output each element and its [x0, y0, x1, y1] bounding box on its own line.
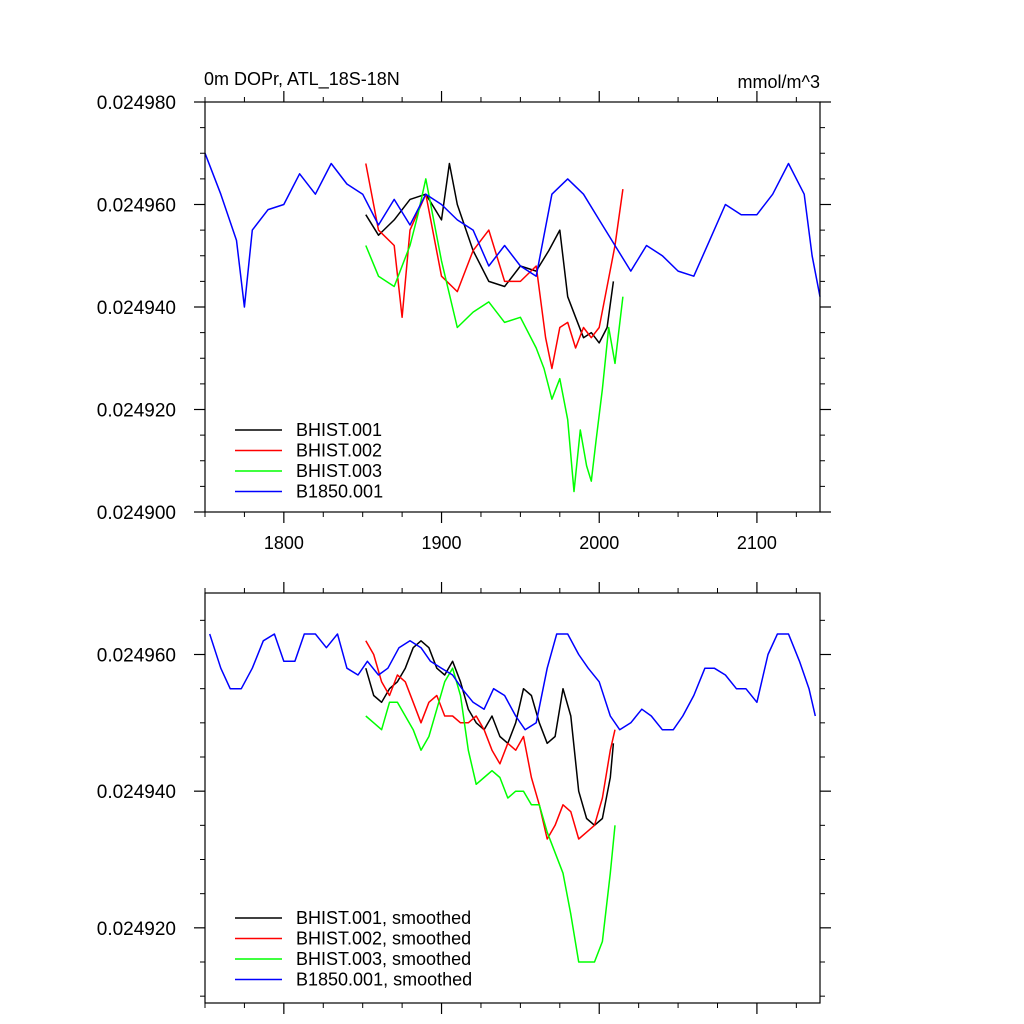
x-tick-label: 2100 — [737, 533, 777, 553]
y-tick-label: 0.024920 — [97, 401, 176, 422]
bottom-panel: 0.024920 0.024940 0.024960 BHIST.001, smoo… — [97, 582, 831, 1014]
y-tick-label: 0.024920 — [97, 919, 176, 940]
legend-label: BHIST.003, smoothed — [296, 949, 471, 969]
plot-frame — [204, 101, 821, 513]
series-line — [365, 640, 616, 840]
series-line — [208, 633, 817, 731]
top-panel: 0m DOPr, ATL_18S-18N mmol/m^3 1800 1900 20… — [97, 69, 831, 553]
series-line — [365, 640, 615, 827]
series-layer — [208, 633, 817, 963]
units-label: mmol/m^3 — [738, 72, 820, 92]
y-tick-label: 0.024960 — [97, 646, 176, 667]
legend-label: BHIST.001 — [296, 420, 382, 440]
plot-frame — [204, 592, 821, 1004]
legend-label: BHIST.001, smoothed — [296, 908, 471, 928]
series-line — [204, 152, 821, 308]
y-tick-label: 0.024980 — [97, 93, 176, 114]
x-tick-label: 2000 — [579, 533, 619, 553]
series-layer — [204, 152, 821, 493]
axis-layer: 1800 1900 2000 2100 0.024900 0.024920 0.024940… — [97, 91, 831, 553]
legend-label: B1850.001, smoothed — [296, 970, 472, 990]
series-line — [365, 162, 615, 344]
series-line — [365, 667, 616, 963]
legend-label: BHIST.002 — [296, 441, 382, 461]
y-tick-label: 0.024900 — [97, 503, 176, 524]
x-tick-label: 1900 — [422, 533, 462, 553]
x-tick-label: 1800 — [264, 533, 304, 553]
y-tick-label: 0.024960 — [97, 196, 176, 217]
legend-label: BHIST.003 — [296, 461, 382, 481]
legend-label: B1850.001 — [296, 482, 383, 502]
y-tick-label: 0.024940 — [97, 298, 176, 319]
y-tick-label: 0.024940 — [97, 782, 176, 803]
panel-title: 0m DOPr, ATL_18S-18N — [204, 69, 400, 90]
series-line — [365, 178, 624, 493]
legend-label: BHIST.002, smoothed — [296, 929, 471, 949]
axis-layer: 0.024920 0.024940 0.024960 — [97, 582, 831, 1014]
series-line — [365, 163, 624, 370]
